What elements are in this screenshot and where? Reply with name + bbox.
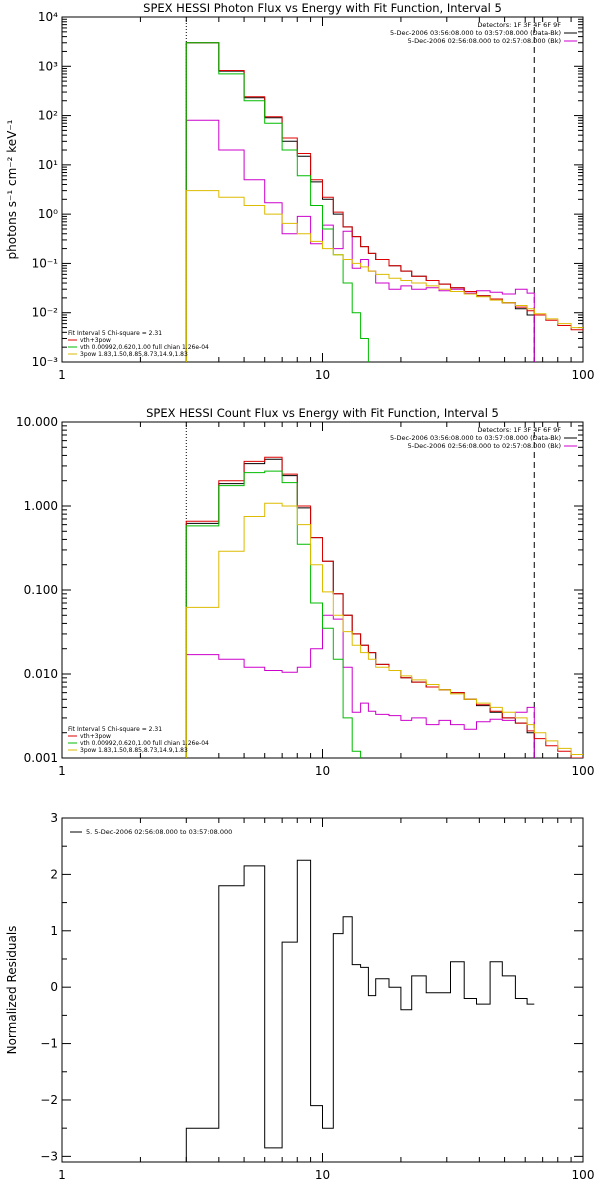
legend-entry: 5. 5-Dec-2006 02:56:08.000 to 03:57:08.0… (86, 828, 232, 836)
y-tick-label: 10¹ (38, 158, 58, 172)
y-tick-label: 0 (50, 980, 58, 994)
x-tick-label: 10 (315, 764, 330, 778)
y-tick-label: 10³ (38, 59, 58, 73)
y-tick-label: 10² (38, 109, 58, 123)
series-line-3 (185, 456, 583, 758)
y-axis-label: Normalized Residuals (5, 926, 19, 1055)
chart-title: SPEX HESSI Photon Flux vs Energy with Fi… (143, 1, 502, 15)
y-axis-label: photons s⁻¹ cm⁻² keV⁻¹ (5, 119, 19, 259)
legend-entry: 3pow 1.83,1.50,8.85,8.73,14.9,1.83 (80, 351, 188, 358)
x-tick-label: 1 (58, 764, 66, 778)
x-tick-label: 100 (572, 368, 595, 382)
x-tick-label: 1 (58, 368, 66, 382)
legend-entry: 5-Dec-2006 02:56:08.000 to 02:57:08.000 … (408, 37, 561, 45)
legend-entry: 3pow 1.83,1.50,8.85,8.73,14.9,1.83 (80, 747, 188, 754)
y-tick-label: 10⁻³ (32, 355, 59, 369)
legend-entry: vth+3pow (80, 733, 111, 740)
y-tick-label: −2 (40, 1093, 58, 1107)
y-tick-label: 1.000 (24, 499, 58, 513)
series-line-4 (185, 470, 362, 758)
x-tick-label: 1 (58, 1168, 66, 1182)
y-tick-label: 10.000 (16, 415, 58, 429)
y-tick-label: 10⁰ (38, 207, 58, 221)
legend-entry: vth 0.00992,0.620,1.00 full chian 1.26e-… (80, 740, 209, 747)
legend-entry: Detectors: 1F 3F 4F 6F 9F (477, 21, 561, 29)
series-line-1 (185, 458, 535, 758)
y-tick-label: −1 (40, 1037, 58, 1051)
legend-entry: 5-Dec-2006 02:56:08.000 to 02:57:08.000 … (408, 442, 561, 450)
series-line-5 (185, 502, 583, 758)
y-tick-label: 10⁻¹ (32, 256, 59, 270)
legend-entry: 5-Dec-2006 03:56:08.000 to 03:57:08.000 … (390, 29, 561, 37)
series-line-1 (185, 859, 535, 1162)
legend-entry: vth+3pow (80, 337, 111, 344)
legend-entry: Detectors: 1F 3F 4F 6F 9F (477, 426, 561, 434)
x-tick-label: 10 (315, 368, 330, 382)
y-tick-label: 10⁴ (38, 10, 58, 24)
chart-panel-3: Normalized Residuals 1 10 100 −3 −2 −1 0 1 2 3 5. 5… (5, 811, 595, 1182)
x-tick-label: 100 (572, 764, 595, 778)
series-line-5 (185, 190, 583, 362)
series-line-3 (185, 42, 583, 362)
y-tick-label: 0.100 (24, 583, 58, 597)
x-tick-label: 10 (315, 1168, 330, 1182)
legend-entry: Fit Interval 5 Chi-square = 2.31 (68, 330, 162, 337)
x-tick-label: 100 (572, 1168, 595, 1182)
legend-entry: Fit Interval 5 Chi-square = 2.31 (68, 726, 162, 733)
y-tick-label: 0.001 (24, 751, 58, 765)
chart-panel-1: SPEX HESSI Photon Flux vs Energy with Fi… (5, 1, 594, 382)
y-tick-label: 2 (50, 867, 58, 881)
y-tick-label: 0.010 (24, 667, 58, 681)
series-line-4 (185, 42, 369, 362)
legend-entry: 5-Dec-2006 03:56:08.000 to 03:57:08.000 … (390, 434, 561, 442)
series-line-2 (185, 119, 535, 362)
y-tick-label: 1 (50, 924, 58, 938)
y-tick-label: 3 (50, 811, 58, 825)
series-line-2 (185, 614, 535, 758)
chart-panel-2: SPEX HESSI Count Flux vs Energy with Fit… (16, 406, 595, 778)
legend-entry: vth 0.00992,0.620,1.00 full chian 1.26e-… (80, 344, 209, 351)
y-tick-label: 10⁻² (32, 306, 59, 320)
chart-title: SPEX HESSI Count Flux vs Energy with Fit… (146, 406, 499, 420)
y-tick-label: −3 (40, 1149, 58, 1163)
